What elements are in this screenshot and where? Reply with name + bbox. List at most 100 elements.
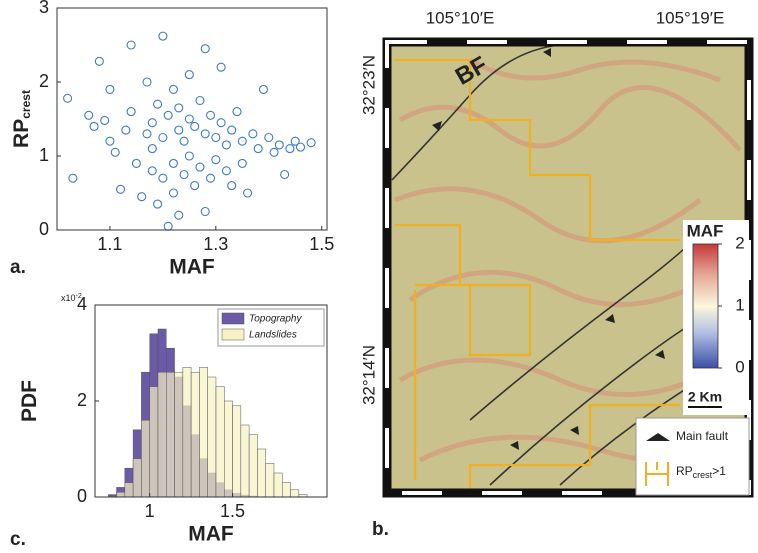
point (205, 173, 216, 183)
point (184, 70, 194, 80)
bar (174, 371, 184, 498)
point (137, 192, 147, 202)
point (153, 199, 163, 209)
colorbar (692, 243, 719, 369)
bar (240, 424, 250, 498)
point (200, 44, 210, 54)
point (147, 118, 157, 128)
point (264, 132, 274, 143)
axes-frame (56, 7, 328, 231)
point (168, 84, 179, 94)
bar (132, 458, 142, 498)
point (121, 125, 131, 135)
point (211, 155, 221, 165)
bar (273, 472, 283, 498)
y-tick-label: 2 (39, 71, 49, 91)
point (174, 125, 184, 135)
legend-label-suffix: >1 (712, 464, 726, 478)
bar (207, 376, 217, 498)
colorbar-tick-label: 1 (735, 295, 744, 314)
point (221, 166, 231, 176)
panel-label: c. (10, 529, 26, 548)
y-tick-label: 0 (77, 486, 87, 506)
y-multiplier-base: x10 (61, 293, 76, 303)
legend-fault-icon (646, 433, 670, 441)
point (174, 210, 184, 220)
point (115, 184, 126, 194)
bar (224, 400, 233, 498)
point (174, 103, 184, 113)
point (237, 158, 247, 168)
point (131, 158, 141, 168)
ridges (394, 57, 747, 464)
point (269, 147, 279, 157)
y-axis-label-sub: crest (19, 90, 33, 119)
bar (282, 482, 291, 498)
point (100, 115, 110, 126)
point (179, 136, 189, 146)
point (243, 188, 253, 198)
point (163, 110, 173, 120)
panel-label: a. (10, 257, 26, 278)
point (126, 107, 136, 117)
point (306, 138, 316, 148)
rp-boundary (395, 58, 680, 490)
colorbar-tick-label: 2 (735, 233, 744, 252)
y-tick-label: 1 (39, 145, 49, 165)
point (290, 136, 300, 146)
bar (215, 386, 225, 498)
point (200, 206, 210, 217)
y-multiplier: x10-2 (61, 293, 82, 304)
y-tick-label: 3 (39, 0, 49, 17)
legend-label: RPcrest>1 (676, 464, 726, 480)
point (163, 221, 173, 231)
point (184, 151, 194, 161)
bar (232, 405, 242, 498)
point (147, 144, 157, 154)
bar (265, 463, 275, 498)
bar (116, 491, 126, 498)
legend-label-sub: crest (693, 470, 713, 480)
colorbar-title: MAF (687, 221, 724, 240)
legend-swatch (221, 312, 245, 325)
chart: 0 1 2 3 1.1 1.3 1.5 MAF RPcrest a. (10, 0, 335, 279)
point (168, 188, 179, 198)
point (195, 95, 205, 106)
scale-label: 2 Km (688, 389, 722, 405)
legend-label-main: RP (676, 464, 693, 478)
bar (149, 386, 159, 498)
y-multiplier-exponent: -2 (76, 293, 82, 300)
y-tick-label: 4 (77, 294, 87, 314)
point (158, 173, 168, 183)
bar (190, 371, 200, 498)
bar (182, 367, 192, 498)
y-tick-label: 0 (39, 219, 49, 239)
point (227, 125, 237, 135)
x-tick-label: 1.1 (97, 234, 122, 254)
panel-label: b. (372, 519, 389, 540)
map: 105°10′E 105°19′E 32°23′N 32°14′N BF MAF… (359, 8, 754, 540)
fault-teeth (432, 48, 665, 450)
lon-label: 105°19′E (656, 8, 725, 27)
point (216, 62, 226, 72)
point (179, 169, 189, 180)
lat-label: 32°14′N (359, 345, 378, 405)
point (227, 181, 237, 191)
point (105, 136, 115, 146)
y-axis-label: PDF (18, 380, 41, 422)
point (190, 181, 200, 191)
point (126, 40, 136, 50)
point (237, 136, 247, 146)
bar (248, 434, 258, 498)
point (68, 173, 78, 183)
point (142, 129, 152, 139)
point (200, 129, 210, 139)
y-tick-label: 2 (77, 390, 87, 410)
x-tick-label: 1 (145, 501, 155, 521)
point (190, 121, 200, 131)
x-tick-label: 1.5 (309, 234, 334, 254)
legend-swatch (221, 328, 245, 341)
point (221, 140, 231, 150)
bar (124, 482, 134, 498)
